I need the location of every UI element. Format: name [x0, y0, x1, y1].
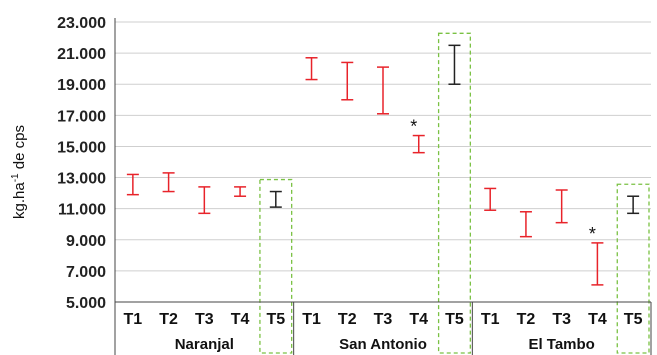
x-category-label: T1	[124, 311, 143, 328]
x-category-label: T1	[481, 311, 500, 328]
x-category-label: T2	[338, 311, 357, 328]
y-tick-label: 9.000	[66, 233, 106, 250]
x-category-label: T5	[445, 311, 464, 328]
y-tick-label: 21.000	[57, 46, 106, 63]
x-category-label: T5	[624, 311, 643, 328]
x-category-label: T4	[409, 311, 428, 328]
x-category-label: T4	[231, 311, 250, 328]
x-category-label: T3	[374, 311, 393, 328]
y-axis: 5.000 7.000 9.000 11.000 13.000 15.000 17.000 1…	[57, 15, 116, 355]
highlight-box	[616, 183, 650, 354]
error-bars: **	[126, 44, 640, 286]
y-tick-label: 7.000	[66, 264, 106, 281]
y-tick-label: 11.000	[58, 202, 106, 219]
y-tick-label: 19.000	[57, 77, 106, 94]
x-category-label: T1	[302, 311, 321, 328]
x-category-label: T2	[517, 311, 536, 328]
y-tick-label: 23.000	[57, 15, 106, 32]
y-tick-label: 5.000	[66, 295, 106, 312]
significance-marker: *	[589, 224, 596, 244]
group-label: Naranjal	[175, 336, 234, 353]
group-label: El Tambo	[528, 336, 594, 353]
x-category-label: T2	[159, 311, 178, 328]
y-tick-label: 15.000	[57, 139, 106, 156]
gridlines	[115, 21, 651, 303]
y-axis-title: kg.ha-1 de cps	[10, 125, 28, 219]
y-tick-label: 17.000	[57, 108, 106, 125]
highlight-box	[437, 32, 471, 354]
x-category-label: T3	[552, 311, 571, 328]
highlight-box	[259, 178, 293, 354]
x-axis: T1 T2 T3 T4 T5 Naranjal T1 T2 T3 T4 T5 San Antonio T…	[115, 301, 652, 355]
x-category-label: T5	[266, 311, 285, 328]
significance-marker: *	[410, 117, 417, 137]
x-category-label: T3	[195, 311, 214, 328]
group-label: San Antonio	[339, 336, 427, 353]
highlight-frames	[259, 32, 650, 354]
x-category-label: T4	[588, 311, 607, 328]
y-tick-label: 13.000	[57, 171, 106, 188]
